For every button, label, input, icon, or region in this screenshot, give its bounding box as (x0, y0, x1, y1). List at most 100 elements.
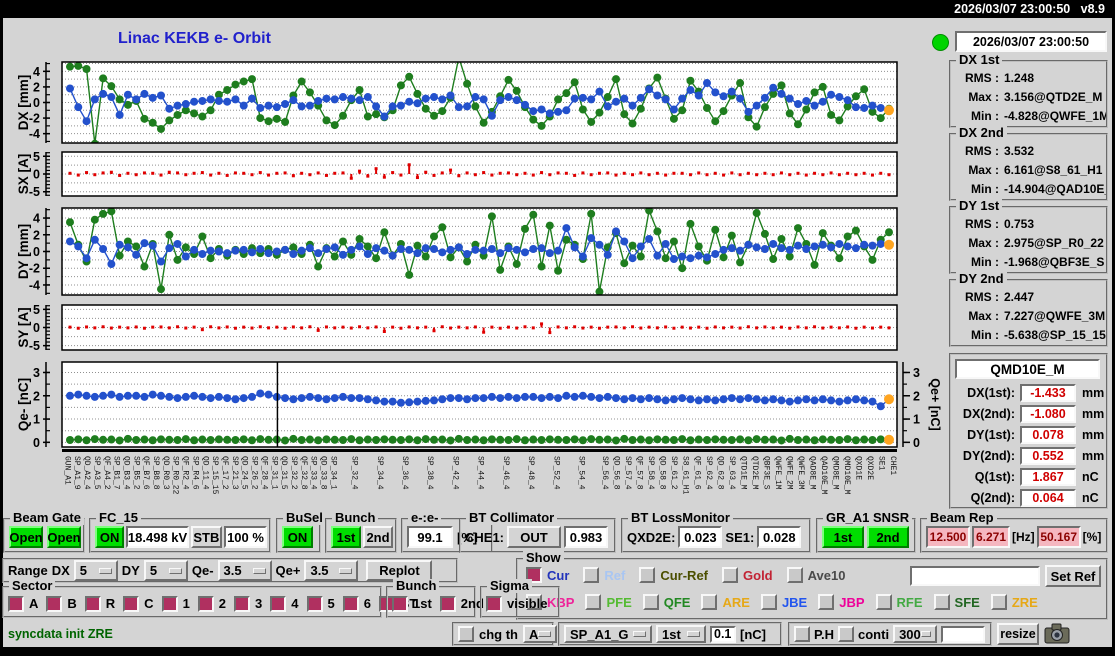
show-toggle-cur-ref[interactable]: Cur-Ref (639, 567, 708, 583)
rms-value: 1.248 (1004, 71, 1035, 85)
show-toggle-gold[interactable]: Gold (722, 567, 773, 583)
show-toggle-are[interactable]: ARE (701, 594, 750, 610)
fc15-stb-button[interactable]: STB (190, 526, 223, 548)
bpm-x-label: QTD2E_M (750, 456, 759, 490)
snsr-2nd-button[interactable]: 2nd (867, 526, 909, 548)
checkbox-indicator[interactable] (439, 595, 456, 612)
show-toggle-zre[interactable]: ZRE (990, 594, 1038, 610)
checkbox-indicator[interactable] (46, 595, 63, 612)
resize-button[interactable]: resize (997, 623, 1039, 645)
checkbox-indicator[interactable] (270, 595, 287, 612)
checkbox-indicator[interactable] (818, 594, 835, 610)
window-titlebar: 2026/03/07 23:00:50 v8.9 (954, 2, 1105, 16)
range-dy-dropdown[interactable]: 5 (143, 560, 188, 581)
ref-file-input[interactable] (910, 566, 1040, 586)
busel-on-button[interactable]: ON (282, 526, 313, 548)
checkbox-indicator[interactable] (585, 594, 602, 610)
checkbox-label: 2 (218, 596, 227, 611)
show-toggle-ref[interactable]: Ref (583, 567, 625, 583)
checkbox-indicator[interactable] (786, 567, 803, 583)
range-dx-label: DX (51, 563, 70, 578)
checkbox-indicator[interactable] (526, 594, 542, 610)
bunch-1st-button[interactable]: 1st (331, 526, 361, 548)
device-select-dropdown[interactable]: SP_A1_G (564, 625, 652, 643)
checkbox-indicator[interactable] (642, 594, 659, 610)
svg-text:2: 2 (913, 389, 920, 403)
bpm-x-label: QF_B7_6 (141, 456, 150, 490)
bunch-checkbox-2nd[interactable]: 2nd (439, 595, 484, 612)
bunch-2nd-button[interactable]: 2nd (363, 526, 393, 548)
bpm-x-label: QAD10E_M (819, 456, 828, 495)
threshold-input[interactable] (710, 625, 736, 643)
sector-checkbox-5[interactable]: 5 (306, 595, 335, 612)
beam-gate-open-button-1[interactable]: Open (9, 526, 43, 548)
bpm-x-label: QD_58_8 (658, 456, 667, 490)
th-select-dropdown[interactable]: A (523, 625, 558, 643)
min-value: -1.968@QBF3E_S (1004, 255, 1105, 269)
snsr-1st-button[interactable]: 1st (822, 526, 864, 548)
checkbox-label: 1st (413, 596, 432, 611)
checkbox-indicator[interactable] (392, 595, 408, 612)
show-toggle-kbp[interactable]: KBP (526, 594, 574, 610)
svg-text:5: 5 (33, 150, 40, 164)
range-qe-plus-dropdown[interactable]: 3.5 (304, 560, 359, 581)
bpm-x-label: QF_57_8 (635, 456, 644, 490)
checkbox-indicator[interactable] (306, 595, 323, 612)
show-toggle-sfe[interactable]: SFE (933, 594, 980, 610)
sector-checkbox-1[interactable]: 1 (161, 595, 190, 612)
show-toggle-rfe[interactable]: RFE (875, 594, 923, 610)
count-input[interactable] (941, 625, 986, 643)
count-dropdown[interactable]: 300 (893, 625, 938, 643)
max-value: 7.227@QWFE_3M (1004, 309, 1106, 323)
checkbox-indicator[interactable] (990, 594, 1007, 610)
show-toggle-pfe[interactable]: PFE (585, 594, 632, 610)
show-toggle-qfe[interactable]: QFE (642, 594, 690, 610)
checkbox-indicator[interactable] (342, 595, 359, 612)
set-ref-button[interactable]: Set Ref (1045, 565, 1101, 587)
sector-checkbox-c[interactable]: C (123, 595, 154, 612)
camera-icon[interactable] (1044, 622, 1070, 645)
fc15-on-button[interactable]: ON (95, 526, 125, 548)
che1-out-button[interactable]: OUT (507, 526, 562, 548)
sigma-checkbox-visible[interactable]: visible (486, 595, 547, 612)
sector-checkbox-a[interactable]: A (8, 595, 38, 612)
beam-gate-open-button-2[interactable]: Open (47, 526, 81, 548)
bunch-checkbox-1st[interactable]: 1st (392, 595, 432, 612)
chg-th-checkbox[interactable] (458, 626, 474, 642)
show-toggle-ave10[interactable]: Ave10 (786, 567, 845, 583)
checkbox-label: JBE (781, 594, 808, 610)
checkbox-indicator[interactable] (875, 594, 892, 610)
sector-checkbox-b[interactable]: B (46, 595, 77, 612)
checkbox-indicator[interactable] (583, 567, 600, 583)
checkbox-indicator[interactable] (722, 567, 739, 583)
se1-value: 0.028 (757, 526, 802, 548)
range-dx-dropdown[interactable]: 5 (73, 560, 118, 581)
show-toggle-jbe[interactable]: JBE (760, 594, 808, 610)
sector-checkbox-4[interactable]: 4 (270, 595, 299, 612)
checkbox-indicator[interactable] (197, 595, 214, 612)
checkbox-indicator[interactable] (701, 594, 718, 610)
bunch-select-dropdown[interactable]: 1st (656, 625, 706, 643)
sector-checkbox-2[interactable]: 2 (197, 595, 227, 612)
checkbox-indicator[interactable] (123, 595, 140, 612)
show-toggle-jbp[interactable]: JBP (818, 594, 865, 610)
sector-checkbox-6[interactable]: 6 (342, 595, 371, 612)
sector-checkbox-r[interactable]: R (84, 595, 115, 612)
checkbox-indicator[interactable] (486, 595, 502, 612)
busel-group: BuSel ON (276, 511, 326, 553)
show-group: Show Cur Ref Cur-Ref Gold Ave10 Set Ref KBP P… (516, 551, 1108, 620)
optionmenu-indicator-icon (687, 631, 700, 637)
checkbox-indicator[interactable] (234, 595, 251, 612)
checkbox-indicator[interactable] (8, 595, 24, 612)
checkbox-indicator[interactable] (639, 567, 656, 583)
checkbox-indicator[interactable] (760, 594, 777, 610)
sector-checkbox-3[interactable]: 3 (234, 595, 262, 612)
checkbox-label: KBP (547, 594, 575, 610)
ph-checkbox[interactable] (794, 626, 810, 642)
checkbox-indicator[interactable] (933, 594, 950, 610)
checkbox-indicator[interactable] (161, 595, 178, 612)
checkbox-indicator[interactable] (84, 595, 101, 612)
range-qe-minus-dropdown[interactable]: 3.5 (217, 560, 272, 581)
show-toggle-cur[interactable]: Cur (526, 567, 569, 583)
conti-checkbox[interactable] (838, 626, 854, 642)
